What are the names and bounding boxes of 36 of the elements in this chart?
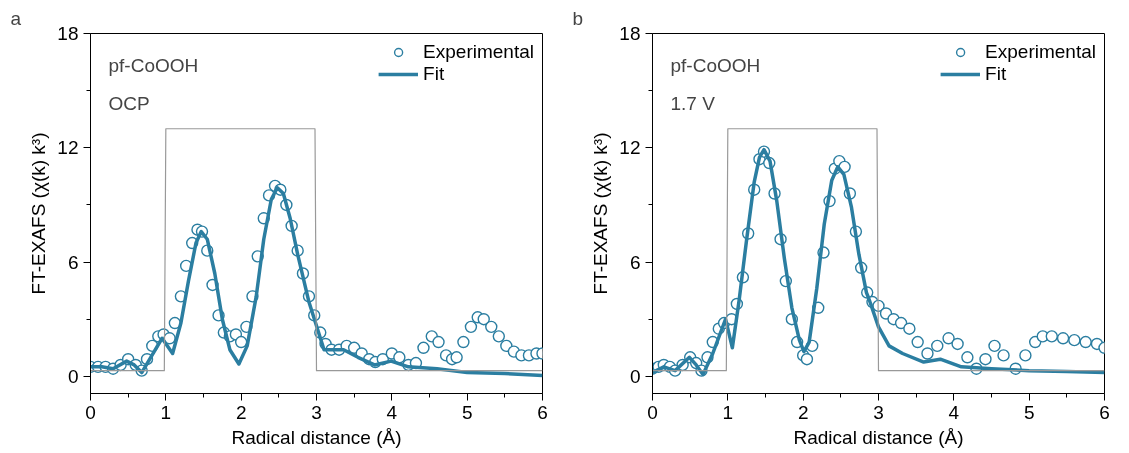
annotation: 1.7 V <box>670 92 716 114</box>
chart-title: b <box>572 7 584 29</box>
x-tick-label: 0 <box>85 401 96 423</box>
x-tick-label: 6 <box>1099 401 1110 423</box>
y-tick-label: 12 <box>57 137 79 159</box>
y-tick-label: 6 <box>629 251 641 273</box>
x-tick-label: 3 <box>873 401 884 423</box>
x-tick-label: 4 <box>948 401 960 423</box>
annotation: pf-CoOOH <box>108 54 199 76</box>
annotation: pf-CoOOH <box>670 54 761 76</box>
y-axis-title: FT-EXAFS (χ(k) k³) <box>28 132 50 295</box>
x-tick-label: 4 <box>386 401 398 423</box>
y-tick-label: 18 <box>57 23 79 44</box>
x-tick-label: 3 <box>311 401 322 423</box>
y-tick-label: 0 <box>67 365 79 387</box>
x-tick-label: 0 <box>647 401 658 423</box>
legend-label: Fit <box>985 63 1007 85</box>
x-tick-label: 2 <box>235 401 247 423</box>
y-tick-label: 6 <box>67 251 79 273</box>
legend-label: Experimental <box>423 41 534 63</box>
x-tick-label: 5 <box>1023 401 1035 423</box>
x-tick-label: 5 <box>461 401 473 423</box>
y-tick-label: 12 <box>619 137 641 159</box>
y-tick-label: 18 <box>619 23 641 44</box>
annotation: OCP <box>108 92 150 114</box>
legend-label: Fit <box>423 63 445 85</box>
chart-title: a <box>10 7 22 29</box>
x-tick-label: 2 <box>797 401 809 423</box>
x-tick-label: 6 <box>537 401 548 423</box>
x-tick-label: 1 <box>160 401 172 423</box>
y-axis-title: FT-EXAFS (χ(k) k³) <box>590 132 612 295</box>
x-axis-title: Radical distance (Å) <box>793 426 964 448</box>
legend-label: Experimental <box>985 41 1096 63</box>
x-tick-label: 1 <box>722 401 734 423</box>
y-tick-label: 0 <box>629 365 641 387</box>
x-axis-title: Radical distance (Å) <box>231 426 402 448</box>
